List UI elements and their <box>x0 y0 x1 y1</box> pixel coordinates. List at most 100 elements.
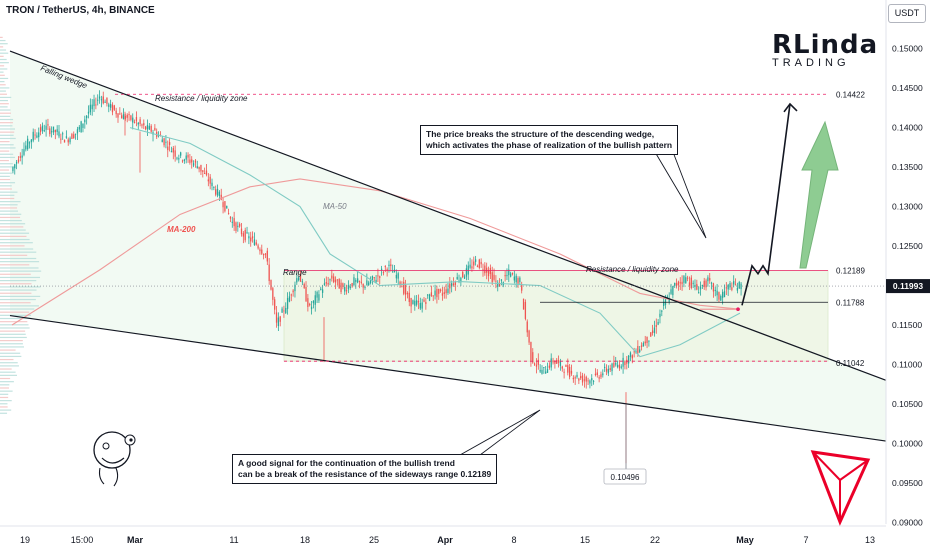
candle-body <box>275 312 278 323</box>
candle-body <box>205 170 208 175</box>
volume-profile-bar <box>0 336 27 339</box>
volume-profile-bar <box>0 39 6 42</box>
candle-body <box>321 289 324 293</box>
wedge-fill <box>10 51 886 442</box>
volume-profile-bar <box>0 159 9 162</box>
candle-body <box>329 279 331 281</box>
candle-body <box>677 281 680 286</box>
candle-body <box>556 359 558 364</box>
candle-body <box>30 139 33 143</box>
candle-body <box>629 352 632 357</box>
volume-profile-bar <box>0 365 19 367</box>
candle-body <box>257 245 259 249</box>
price-tick-label: 0.10000 <box>892 438 923 448</box>
candle-body <box>655 325 657 327</box>
candle-body <box>482 269 484 271</box>
candle-body <box>681 281 683 285</box>
candle-body <box>721 291 724 298</box>
volume-profile-bar <box>0 191 18 193</box>
volume-profile-bar <box>0 400 12 402</box>
candle-body <box>486 267 488 273</box>
candle-body <box>692 282 694 284</box>
candle-body <box>67 139 69 143</box>
candle-body <box>21 155 23 158</box>
volume-profile-bar <box>0 368 12 370</box>
candle-body <box>157 135 160 137</box>
volume-profile-bar <box>0 273 31 275</box>
volume-profile-bar <box>0 185 12 187</box>
candle-body <box>718 292 720 300</box>
candle-body <box>312 300 315 304</box>
candle-body <box>510 273 512 277</box>
candle-body <box>264 253 267 255</box>
volume-profile-bar <box>0 36 3 38</box>
candle-body <box>207 179 209 182</box>
candle-body <box>417 301 420 303</box>
candle-body <box>690 277 692 289</box>
candle-body <box>639 349 641 353</box>
candle-body <box>408 292 410 303</box>
time-axis: 19 15:00 Mar 11 18 25 Apr 8 15 22 May 7 13 <box>0 525 886 545</box>
candle-body <box>62 133 64 135</box>
price-tick-label: 0.15000 <box>892 44 923 54</box>
candle-body <box>43 130 45 132</box>
price-tick-label: 0.09500 <box>892 478 923 488</box>
callout-bottom-line-2: can be a break of the resistance of the … <box>238 469 492 479</box>
candle-body <box>539 369 541 372</box>
volume-profile-bar <box>0 327 30 329</box>
volume-profile-bar <box>0 112 11 114</box>
currency-button[interactable]: USDT <box>888 4 926 23</box>
candle-body <box>298 277 300 281</box>
candle-body <box>392 271 394 273</box>
candle-body <box>128 114 130 116</box>
candle-body <box>471 266 473 269</box>
candle-body <box>189 159 191 163</box>
candle-body <box>314 295 316 305</box>
volume-profile-bar <box>0 77 9 80</box>
candle-body <box>707 277 709 282</box>
candle-body <box>235 222 237 231</box>
candle-body <box>104 101 106 103</box>
volume-profile-bar <box>0 409 12 411</box>
candle-body <box>145 126 147 130</box>
candle-body <box>430 292 433 296</box>
candle-body <box>467 265 469 275</box>
candle-body <box>651 330 654 334</box>
volume-profile-bar <box>0 270 42 272</box>
candle-body <box>415 300 418 305</box>
volume-profile-bar <box>0 182 16 184</box>
candle-body <box>550 358 552 368</box>
time-tick-label: 18 <box>300 535 310 545</box>
candle-body <box>32 131 34 141</box>
candle-body <box>642 343 645 347</box>
tron-logo-inner <box>812 451 869 522</box>
candle-body <box>176 157 178 159</box>
candle-body <box>215 189 217 195</box>
candle-body <box>172 148 174 153</box>
candle-body <box>686 277 689 279</box>
volume-profile-bar <box>0 340 23 342</box>
volume-profile-bar <box>0 245 25 247</box>
candle-body <box>12 167 14 172</box>
volume-profile-bar <box>0 55 4 57</box>
candle-body <box>373 277 375 279</box>
candle-body <box>683 276 685 283</box>
volume-profile-bar <box>0 103 9 105</box>
candle-body <box>390 264 392 267</box>
candle-body <box>406 293 409 295</box>
candle-body <box>39 127 42 132</box>
range-box <box>283 270 829 362</box>
candle-body <box>648 340 650 342</box>
volume-profile-bar <box>0 46 4 48</box>
volume-profile-bar <box>0 109 11 111</box>
volume-profile-bar <box>0 87 10 89</box>
candle-body <box>170 151 173 153</box>
candle-body <box>34 134 36 136</box>
candle-body <box>251 236 254 239</box>
candle-body <box>720 296 722 301</box>
candle-body <box>497 282 499 287</box>
candle-body <box>533 363 536 365</box>
candle-body <box>360 281 362 283</box>
candle-body <box>386 269 388 271</box>
